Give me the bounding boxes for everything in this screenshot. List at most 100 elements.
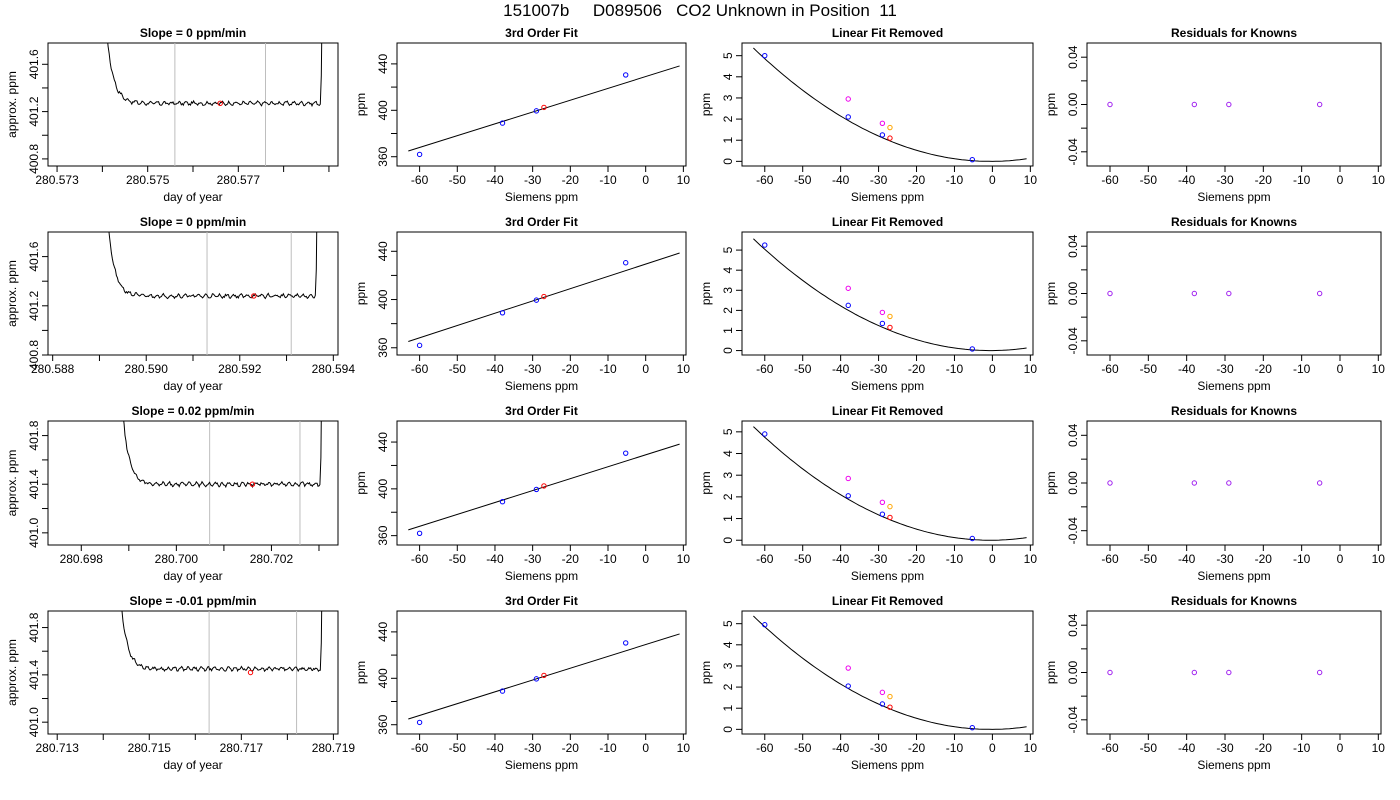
known-point [879,511,886,517]
plot-frame [741,231,1034,356]
y-axis-label: ppm [1044,471,1058,494]
y-axis-label: ppm [1044,282,1058,305]
x-tick-label: -10 [1293,173,1311,187]
x-tick-label: -20 [1255,362,1273,376]
x-tick-label: 280.577 [217,173,261,187]
plot-area [1107,290,1323,297]
sample-point [247,669,254,676]
panel-title: 3rd Order Fit [505,215,578,229]
known-point [845,683,851,689]
unknown-point [845,96,851,102]
x-axis-label: Siemens ppm [1197,190,1270,204]
x-tick-label: 280.700 [155,552,199,566]
x-tick-label: -60 [1101,741,1119,755]
known-point [533,297,540,303]
plot-frame [47,610,339,735]
x-tick-label: -50 [449,741,467,755]
y-tick-label: 400 [376,289,390,309]
plot-frame [396,231,687,356]
residual-point [1316,101,1323,108]
x-tick-label: -60 [1101,552,1119,566]
sample-point [541,293,547,300]
x-axis-label: Siemens ppm [851,190,924,204]
y-tick-label: 3 [721,662,735,669]
x-tick-label: -50 [794,552,812,566]
y-tick-label: 3 [721,94,735,101]
y-tick-label: 0 [721,347,735,354]
x-axis-label: day of year [163,379,222,393]
unknown-point [845,665,851,671]
plot-frame [741,420,1034,546]
x-tick-label: -40 [832,552,850,566]
x-tick-label: -40 [486,552,504,566]
known-point [533,486,540,493]
x-tick-label: -60 [411,741,429,755]
y-tick-label: -0.04 [1066,327,1080,355]
x-tick-label: -40 [832,362,850,376]
panel-3-4: Residuals for Knowns -60 -50 -40 -30 -20 -10 0 1… [1044,404,1385,583]
unknown-point [879,499,886,505]
x-tick-label: 280.590 [125,362,169,376]
y-axis-label: ppm [354,93,368,116]
plot-frame [741,42,1034,167]
x-tick-label: 0 [1337,362,1344,376]
x-axis-label: Siemens ppm [1197,758,1270,772]
x-tick-label: -10 [946,362,964,376]
plot-frame [47,420,339,546]
y-tick-label: -0.04 [1066,517,1080,545]
y-tick-label: 440 [376,432,390,452]
x-tick-label: -40 [832,741,850,755]
sample-point [249,481,256,487]
y-axis-label: ppm [354,282,368,305]
y-tick-label: 0.04 [1066,234,1080,258]
panel-title: Slope = 0 ppm/min [140,26,246,40]
plot-frame [741,610,1034,735]
x-tick-label: -20 [908,552,926,566]
x-tick-label: -40 [486,173,504,187]
y-tick-label: 0.04 [1066,45,1080,69]
y-tick-label: 401.2 [27,96,41,126]
residual-point [1316,480,1323,486]
x-tick-label: -40 [1178,173,1196,187]
x-tick-label: -60 [756,173,774,187]
y-tick-label: 360 [376,525,390,545]
known-point [969,535,975,542]
x-axis-label: day of year [163,190,222,204]
residual-point [1226,290,1232,297]
plot-frame [396,42,687,167]
panel-1-4: Residuals for Knowns -60 -50 -40 -30 -20 -10 0 1… [1044,26,1385,204]
x-tick-label: 0 [1337,173,1344,187]
x-tick-label: 10 [677,741,691,755]
panel-title: Residuals for Knowns [1171,594,1297,608]
residual-point [1191,480,1198,486]
panel-title: Linear Fit Removed [832,404,943,418]
x-tick-label: -40 [486,362,504,376]
known-point [499,499,506,505]
known-point [762,622,768,628]
x-axis-label: Siemens ppm [851,379,924,393]
residual-point [1226,101,1232,108]
panel-title: 3rd Order Fit [505,404,578,418]
y-tick-label: 4 [721,267,735,274]
residual-point [1107,101,1113,108]
panel-2-4: Residuals for Knowns -60 -50 -40 -30 -20 -10 0 1… [1044,215,1385,393]
plot-frame [1086,610,1382,735]
residual-point [1191,290,1198,297]
y-tick-label: 2 [721,683,735,690]
y-tick-label: 5 [721,246,735,253]
fit-curve [753,426,1027,541]
x-tick-label: -20 [562,362,580,376]
x-tick-label: -30 [1216,173,1234,187]
x-tick-label: -60 [411,362,429,376]
y-tick-label: 400 [376,100,390,120]
known-point [623,72,629,78]
plot-area [408,443,680,537]
known-point [969,156,975,163]
y-tick-label: 0.00 [1066,660,1080,684]
panel-1-3: Linear Fit Removed -60 -50 -40 -30 -20 -10 0 10 0… [699,26,1037,204]
x-tick-label: 10 [1024,173,1038,187]
y-tick-label: 5 [721,428,735,435]
panel-title: Residuals for Knowns [1171,26,1297,40]
ppm-trace [121,611,323,673]
